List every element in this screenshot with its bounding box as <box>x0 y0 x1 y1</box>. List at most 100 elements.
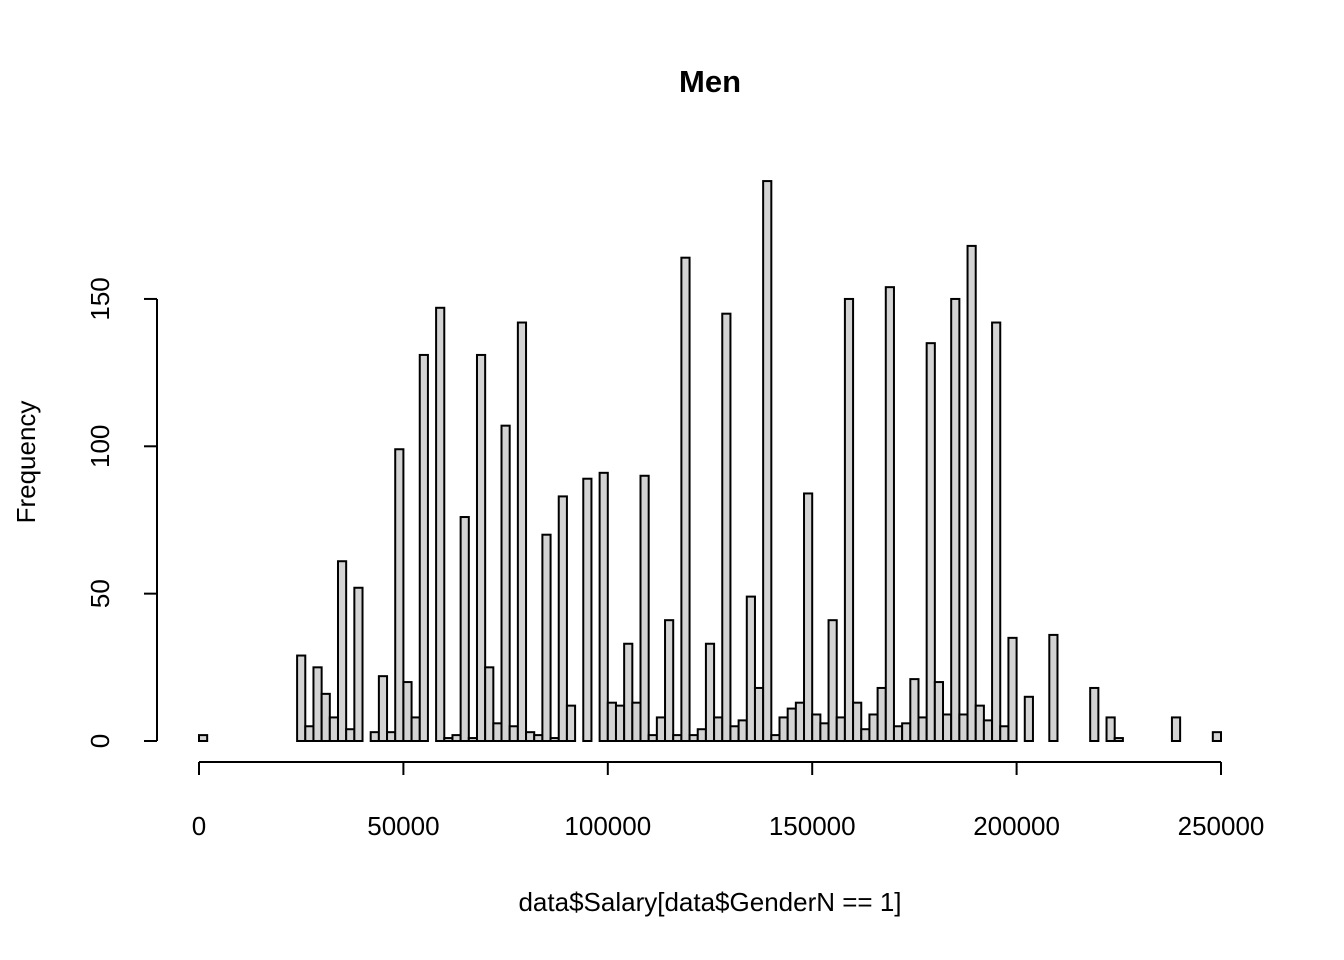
histogram-bar <box>729 725 740 743</box>
histogram-bar <box>933 681 945 742</box>
histogram-bar <box>974 704 985 742</box>
histogram-bar <box>909 678 920 742</box>
histogram-bar <box>353 586 364 742</box>
histogram-bar <box>991 321 1002 742</box>
histogram-bar <box>672 734 683 743</box>
histogram-bar <box>459 516 470 743</box>
histogram-bar <box>304 725 315 743</box>
histogram-bar <box>435 306 446 742</box>
histogram-bar <box>664 619 675 742</box>
histogram-bar <box>843 297 855 742</box>
histogram-bar <box>296 654 307 742</box>
histogram-bar <box>819 722 830 742</box>
histogram-bar <box>516 321 528 742</box>
x-tick-label: 150000 <box>769 811 856 841</box>
histogram-bar <box>860 728 871 742</box>
histogram-bar <box>827 619 838 742</box>
histogram-bar <box>549 737 560 742</box>
histogram-bar <box>410 716 421 743</box>
histogram-bar <box>762 180 773 742</box>
histogram-bar <box>713 716 724 743</box>
histogram-bar <box>999 725 1010 743</box>
histogram-bar <box>377 675 389 743</box>
histogram-bar <box>386 731 397 742</box>
y-tick-label: 100 <box>85 425 115 468</box>
x-tick-label: 100000 <box>564 811 651 841</box>
histogram-bar <box>1105 716 1116 743</box>
histogram-bar <box>745 595 756 742</box>
histogram-bar <box>721 312 732 742</box>
histogram-bar <box>320 692 331 743</box>
histogram-bar <box>606 701 617 743</box>
histogram-bar <box>1211 731 1222 742</box>
histogram-bar <box>680 256 691 742</box>
histogram-bar <box>475 353 487 742</box>
histogram-bar <box>565 704 577 742</box>
histogram-bar <box>402 681 413 742</box>
histogram-bar <box>541 533 552 743</box>
histogram-bar <box>500 424 511 742</box>
histogram-bar <box>639 474 650 742</box>
histogram-bar <box>892 725 904 743</box>
histogram-bar <box>852 701 863 743</box>
histogram-bar <box>525 731 536 742</box>
histogram-bar <box>328 716 339 743</box>
x-tick-label: 200000 <box>973 811 1060 841</box>
histogram-bar <box>958 713 969 742</box>
histogram-bar <box>623 642 634 743</box>
histogram-bar <box>966 244 977 743</box>
histogram-bar <box>582 477 593 742</box>
histogram-bar <box>394 448 405 742</box>
histogram-bar <box>467 737 478 742</box>
histogram-bar <box>1113 737 1124 742</box>
histogram-bar <box>312 666 323 743</box>
histogram-bar <box>492 722 503 742</box>
histogram-bar <box>778 716 789 743</box>
histogram-bar <box>942 713 953 742</box>
histogram-bar <box>794 701 806 743</box>
histogram-bar <box>696 728 707 742</box>
histogram-bar <box>868 713 879 742</box>
histogram-bar <box>901 722 912 742</box>
histogram-bar <box>753 686 765 742</box>
histogram-bar <box>1170 716 1182 743</box>
histogram-bar <box>835 716 846 743</box>
histogram-bar <box>770 734 781 743</box>
histogram-bar <box>688 734 699 743</box>
histogram-bar <box>443 737 454 742</box>
y-axis: 0 50 100 150 <box>85 277 158 748</box>
histogram-bar <box>484 666 495 743</box>
histogram-bar <box>737 719 748 742</box>
x-axis-label: data$Salary[data$GenderN == 1] <box>518 887 901 917</box>
histogram-bar <box>950 297 961 742</box>
histogram-bar <box>786 707 797 743</box>
histogram-bar <box>876 686 887 742</box>
histogram-bar <box>336 560 348 742</box>
histogram-bar <box>557 495 568 742</box>
y-tick-label: 50 <box>85 579 115 608</box>
x-tick-label: 250000 <box>1178 811 1265 841</box>
histogram-bar <box>533 734 544 743</box>
histogram-bar <box>369 731 380 742</box>
y-tick-label: 0 <box>85 734 115 748</box>
histogram-bar <box>982 719 994 742</box>
histogram-bar <box>1007 636 1018 742</box>
histogram-bar <box>508 725 519 743</box>
histogram-bar <box>1023 695 1034 742</box>
y-axis-label: Frequency <box>11 401 41 524</box>
chart-title: Men <box>679 64 741 99</box>
histogram-bar <box>451 734 462 743</box>
histogram-bar <box>631 701 642 743</box>
histogram-bar <box>925 342 936 742</box>
histogram-bar <box>811 713 822 742</box>
histogram-bar <box>647 734 658 743</box>
y-tick-label: 150 <box>85 277 115 320</box>
x-tick-label: 50000 <box>367 811 439 841</box>
histogram-bar <box>704 642 716 743</box>
x-tick-label: 0 <box>192 811 206 841</box>
histogram-bar <box>418 353 429 742</box>
histogram-bar <box>198 734 209 743</box>
histogram-bar <box>345 728 356 742</box>
histogram-bar <box>1089 686 1100 742</box>
